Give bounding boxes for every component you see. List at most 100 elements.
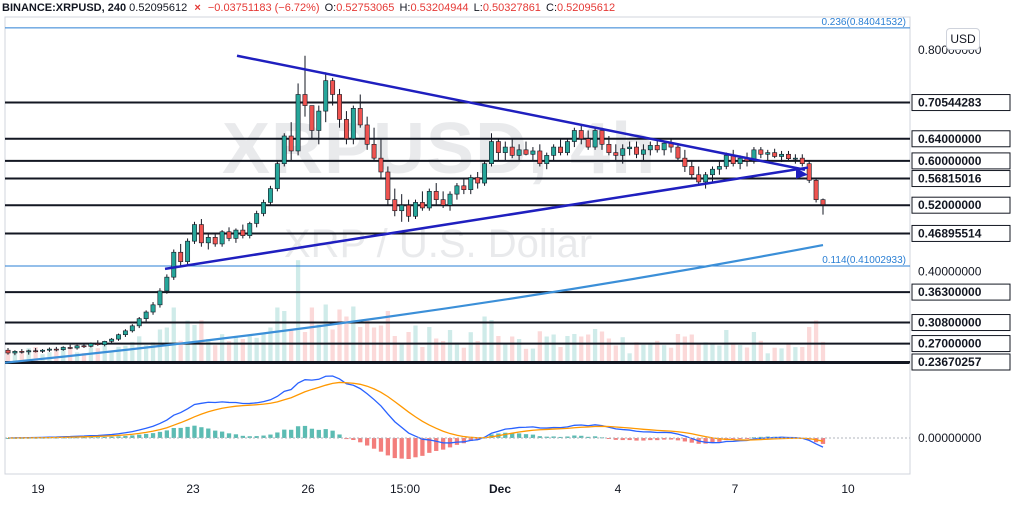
macd-histogram-bar <box>544 436 549 438</box>
candle-body <box>281 135 287 164</box>
volume-bar <box>213 345 218 362</box>
macd-histogram-bar <box>503 432 508 438</box>
volume-bar <box>330 329 335 362</box>
watermark-symbol: XRPUSD, 4h <box>222 109 657 189</box>
price-axis: 0.70544283 0.64000000 0.60000000 0.56815016… <box>911 43 1011 445</box>
volume-bar <box>793 347 798 362</box>
macd-histogram-bar <box>344 438 349 440</box>
currency-button[interactable]: USD <box>946 28 980 50</box>
macd-histogram-bar <box>282 429 287 438</box>
candle-body <box>613 152 619 156</box>
time-tick: 23 <box>186 482 200 496</box>
close-value: 0.52095612 <box>557 2 616 14</box>
candle-body <box>813 179 819 200</box>
candle-body <box>150 304 156 313</box>
macd-histogram-bar <box>537 436 542 438</box>
triangle-trendlines <box>4 54 824 364</box>
volume-bar <box>751 332 757 362</box>
macd-histogram-bar <box>461 438 466 444</box>
volume-bar <box>772 347 777 362</box>
volume-bar <box>551 334 556 362</box>
candle-body <box>654 145 660 151</box>
time-tick: 7 <box>732 482 739 496</box>
candle-body <box>530 150 536 155</box>
macd-histogram-bar <box>199 427 204 438</box>
candle-body <box>419 202 425 209</box>
volume-bar <box>268 327 273 362</box>
candle-body <box>723 155 729 167</box>
candle-body <box>710 168 715 176</box>
macd-histogram-bar <box>758 436 763 438</box>
volume-bar <box>489 320 494 362</box>
level-tag <box>911 224 1011 242</box>
candle-body <box>806 163 812 181</box>
candle-body <box>323 80 329 112</box>
candle-body <box>116 334 121 340</box>
volume-bar <box>724 330 729 362</box>
candle-body <box>19 351 25 353</box>
candle-body <box>571 130 577 142</box>
close-icon[interactable]: × <box>194 2 201 14</box>
macd-histogram-bar <box>337 434 342 438</box>
candle-body <box>751 149 757 162</box>
candle-body <box>350 108 356 140</box>
macd-histogram-bar <box>268 434 273 438</box>
candle-body <box>440 199 446 206</box>
high-value: 0.53204944 <box>410 2 469 14</box>
volume-bar <box>351 306 356 362</box>
volume-bar <box>503 343 508 362</box>
symbol-label[interactable]: BINANCE:XRPUSD, 240 <box>2 2 127 14</box>
candle-body <box>81 345 87 348</box>
macd-histogram-bar <box>620 438 625 441</box>
volume-bar <box>572 334 577 362</box>
candle-body <box>309 105 315 131</box>
candle-body <box>392 199 398 212</box>
candle-body <box>198 224 204 244</box>
level-label: 0.23670257 <box>918 355 982 369</box>
macd-histogram-bar <box>137 434 142 438</box>
volume-bar <box>406 332 411 362</box>
candle-body <box>371 144 377 159</box>
fib-label: 0.114(0.41002933) <box>822 255 906 266</box>
volume-bar <box>544 336 549 362</box>
time-tick: 26 <box>301 482 315 496</box>
price-change: −0.03751183 (−6.72%) <box>207 2 320 14</box>
volume-bar <box>737 345 743 362</box>
macd-histogram-bar <box>226 433 232 438</box>
time-tick: 4 <box>615 482 622 496</box>
volume-bar <box>482 316 487 362</box>
macd-histogram-bar <box>641 438 646 441</box>
volume-bar <box>662 345 667 362</box>
volume-bar <box>648 342 653 362</box>
volume-bar <box>475 341 480 362</box>
macd-histogram-bar <box>627 438 632 441</box>
candle-body <box>302 94 308 106</box>
macd-histogram-bar <box>316 429 321 438</box>
volume-bar <box>392 336 397 362</box>
candle-body <box>716 166 722 170</box>
symbol-header: BINANCE:XRPUSD, 240 0.52095612 × −0.0375… <box>2 0 615 16</box>
macd-line <box>7 375 824 448</box>
macd-histogram-bar <box>475 438 480 440</box>
volume-bar <box>592 329 598 362</box>
high-label: H: <box>399 2 411 14</box>
volume-bar <box>461 347 466 362</box>
candle-body <box>171 251 177 278</box>
volume-bars <box>5 260 826 362</box>
macd-histogram-bar <box>130 435 135 438</box>
volume-bar <box>820 341 826 362</box>
time-tick: 15:00 <box>390 482 420 496</box>
candle-body <box>60 347 66 350</box>
volume-bar <box>565 336 570 362</box>
volume-bar <box>33 347 38 362</box>
candle-body <box>88 343 94 347</box>
volume-bar <box>731 342 736 362</box>
volume-bar <box>109 352 114 362</box>
candle-body <box>268 188 273 203</box>
time-tick: 10 <box>841 482 855 496</box>
level-label: 0.70544283 <box>918 96 982 110</box>
macd-histogram-bar <box>606 438 612 439</box>
macd-histogram-bar <box>634 438 639 441</box>
volume-bar <box>599 331 605 362</box>
